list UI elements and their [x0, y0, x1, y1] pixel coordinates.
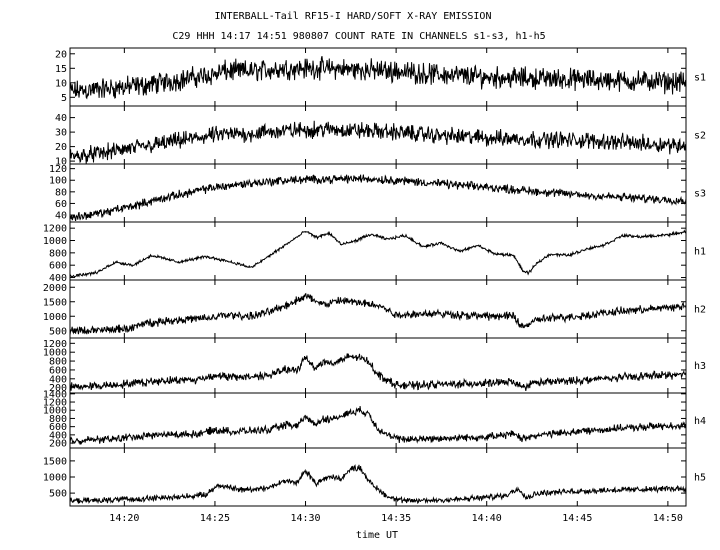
series-line-h1 — [69, 229, 687, 278]
chart-title: INTERBALL-Tail RF15-I HARD/SOFT X-RAY EM… — [215, 11, 492, 22]
y-tick-label-s2: 20 — [55, 142, 67, 153]
y-tick-label-s3: 60 — [55, 199, 67, 210]
chart-subtitle: C29 HHH 14:17 14:51 980807 COUNT RATE IN… — [172, 31, 545, 42]
channel-label-s2: s2 — [694, 131, 706, 142]
x-tick-label: 14:40 — [472, 513, 502, 524]
series-line-h3 — [69, 353, 687, 391]
y-tick-label-h2: 500 — [49, 326, 67, 337]
channel-label-h1: h1 — [694, 247, 706, 258]
panel-s2: 10 20 30 40 s2 — [55, 105, 706, 168]
channel-label-h2: h2 — [694, 305, 706, 316]
panel-frame-h4 — [69, 392, 687, 449]
panel-stack: 5101520s110203040s2406080100120s34006008… — [43, 47, 706, 507]
y-tick-label-h3: 1000 — [43, 348, 67, 359]
y-tick-label-s1: 5 — [61, 93, 67, 104]
y-tick-label-h4: 1200 — [43, 398, 67, 409]
y-tick-label-h1: 800 — [49, 248, 67, 259]
series-line-s1 — [69, 56, 687, 100]
x-tick-label: 14:30 — [290, 513, 320, 524]
series-line-h5 — [69, 464, 687, 505]
x-tick-label: 14:50 — [653, 513, 683, 524]
y-tick-label-h1: 1000 — [43, 236, 67, 247]
y-tick-label-h5: 1500 — [43, 456, 67, 467]
panel-frame-s3 — [69, 163, 687, 223]
y-tick-label-h1: 600 — [49, 261, 67, 272]
series-line-h2 — [69, 292, 687, 335]
x-tick-label: 14:25 — [200, 513, 230, 524]
y-tick-label-h2: 1500 — [43, 297, 67, 308]
x-axis: 14:20 14:25 14:30 14:35 14:40 14:45 14:50 — [109, 513, 683, 524]
panel-h2: 500 1000 1500 2000 h2 — [43, 279, 706, 339]
y-tick-label-h3: 800 — [49, 357, 67, 368]
y-tick-label-h4: 200 — [49, 439, 67, 450]
y-tick-label-s2: 40 — [55, 113, 67, 124]
y-tick-label-h1: 1200 — [43, 224, 67, 235]
y-tick-label-s3: 80 — [55, 187, 67, 198]
x-axis-label: time UT — [356, 530, 398, 541]
y-tick-label-h4: 1400 — [43, 389, 67, 400]
panel-h5: 500 1000 1500 h5 — [43, 447, 706, 507]
y-tick-label-h3: 600 — [49, 365, 67, 376]
y-tick-label-h3: 1200 — [43, 339, 67, 350]
y-tick-label-h2: 1000 — [43, 312, 67, 323]
y-tick-label-h4: 400 — [49, 430, 67, 441]
series-line-s2 — [69, 120, 687, 164]
y-tick-label-h5: 1000 — [43, 473, 67, 484]
channel-label-h4: h4 — [694, 416, 706, 427]
y-tick-label-h4: 600 — [49, 422, 67, 433]
y-tick-label-s2: 30 — [55, 128, 67, 139]
channel-label-h5: h5 — [694, 473, 706, 484]
y-tick-label-s3: 100 — [49, 176, 67, 187]
y-tick-label-h4: 800 — [49, 414, 67, 425]
y-tick-label-h3: 400 — [49, 374, 67, 385]
x-tick-label: 14:35 — [381, 513, 411, 524]
x-tick-label: 14:20 — [109, 513, 139, 524]
y-tick-label-s1: 10 — [55, 78, 67, 89]
channel-label-s1: s1 — [694, 73, 706, 84]
y-tick-label-h5: 500 — [49, 489, 67, 500]
panel-frame-h3 — [69, 337, 687, 394]
y-tick-label-s2: 10 — [55, 157, 67, 168]
y-tick-label-s3: 120 — [49, 164, 67, 175]
panel-frame-h1 — [69, 221, 687, 281]
y-tick-label-s1: 15 — [55, 64, 67, 75]
y-tick-label-h1: 400 — [49, 273, 67, 284]
y-tick-label-h2: 2000 — [43, 283, 67, 294]
panel-s1: 5 10 15 20 s1 — [55, 47, 706, 107]
y-tick-label-s3: 40 — [55, 211, 67, 222]
channel-label-s3: s3 — [694, 189, 706, 200]
series-line-s3 — [69, 174, 687, 221]
y-tick-label-h4: 1000 — [43, 406, 67, 417]
channel-label-h3: h3 — [694, 361, 706, 372]
y-tick-label-h3: 200 — [49, 383, 67, 394]
x-tick-label: 14:45 — [562, 513, 592, 524]
panel-frame-h2 — [69, 279, 687, 339]
series-line-h4 — [69, 405, 687, 445]
y-tick-label-s1: 20 — [55, 49, 67, 60]
